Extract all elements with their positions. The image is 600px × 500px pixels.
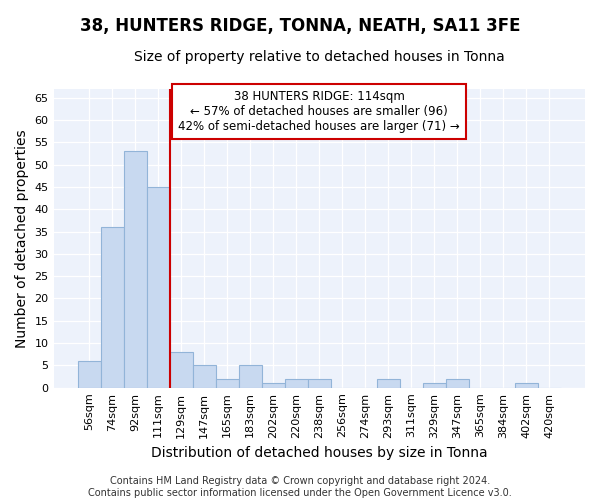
Bar — [124, 151, 147, 388]
Bar — [193, 366, 216, 388]
Bar — [446, 379, 469, 388]
Text: 38, HUNTERS RIDGE, TONNA, NEATH, SA11 3FE: 38, HUNTERS RIDGE, TONNA, NEATH, SA11 3F… — [80, 18, 520, 36]
Bar — [423, 383, 446, 388]
Bar — [77, 361, 101, 388]
Bar — [239, 366, 262, 388]
Bar — [216, 379, 239, 388]
Y-axis label: Number of detached properties: Number of detached properties — [15, 129, 29, 348]
Title: Size of property relative to detached houses in Tonna: Size of property relative to detached ho… — [134, 50, 505, 64]
Bar — [515, 383, 538, 388]
Text: 38 HUNTERS RIDGE: 114sqm
← 57% of detached houses are smaller (96)
42% of semi-d: 38 HUNTERS RIDGE: 114sqm ← 57% of detach… — [178, 90, 460, 134]
Bar — [285, 379, 308, 388]
Bar — [377, 379, 400, 388]
Bar — [262, 383, 285, 388]
X-axis label: Distribution of detached houses by size in Tonna: Distribution of detached houses by size … — [151, 446, 488, 460]
Text: Contains HM Land Registry data © Crown copyright and database right 2024.
Contai: Contains HM Land Registry data © Crown c… — [88, 476, 512, 498]
Bar — [170, 352, 193, 388]
Bar — [147, 187, 170, 388]
Bar — [101, 227, 124, 388]
Bar — [308, 379, 331, 388]
